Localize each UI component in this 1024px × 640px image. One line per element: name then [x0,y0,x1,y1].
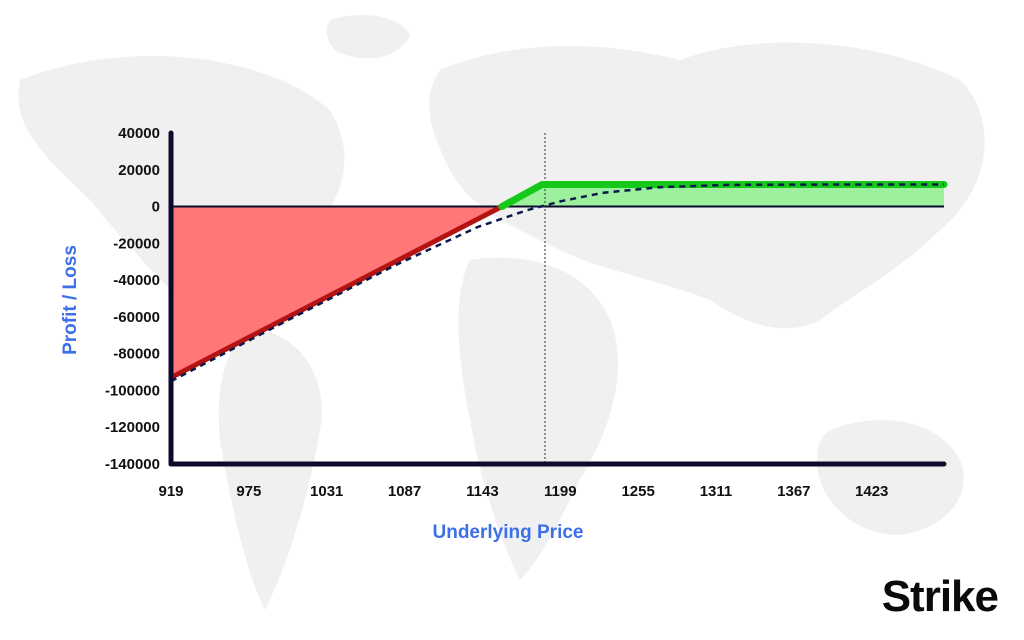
y-tick-labels: 40000 20000 0 -20000 -40000 -60000 -80000 -1000… [105,125,160,473]
x-axis-title: Underlying Price [433,522,584,543]
map-landmass [817,420,964,535]
x-tick-label: 919 [158,483,183,500]
y-tick-label: -140000 [105,456,160,473]
x-tick-label: 1199 [544,483,577,500]
x-tick-label: 1367 [777,483,810,500]
y-axis-title: Profit / Loss [60,245,81,355]
x-tick-label: 1423 [855,483,888,500]
profit-area [501,184,944,207]
x-tick-label: 1255 [621,483,654,500]
world-map-background [18,15,985,610]
map-landmass [326,15,410,59]
payoff-profit-line [498,180,948,211]
dashed-curve [170,183,944,383]
map-landmass [218,330,322,610]
x-tick-label: 1031 [310,483,343,500]
x-tick-label: 1311 [700,483,733,500]
x-tick-labels: 919 975 1031 1087 1143 1199 1255 1311 1367 1423 [158,483,888,500]
map-landmass [458,257,619,580]
x-tick-label: 1087 [388,483,421,500]
y-tick-label: -40000 [113,272,160,289]
y-tick-label: -100000 [105,382,160,399]
y-tick-label: -80000 [113,346,160,363]
y-tick-label: -120000 [105,419,160,436]
y-tick-label: 0 [152,199,160,216]
y-tick-label: 20000 [118,162,160,179]
brand-logo: Strike [881,572,999,621]
x-tick-label: 1143 [466,483,499,500]
payoff-loss-line [168,204,505,381]
zero-line-and-marker [171,133,944,464]
y-tick-label: 40000 [118,125,160,142]
y-tick-label: -60000 [113,309,160,326]
series-lines [168,180,948,383]
axes [168,130,947,467]
x-tick-label: 975 [236,483,261,500]
y-tick-label: -20000 [113,235,160,252]
